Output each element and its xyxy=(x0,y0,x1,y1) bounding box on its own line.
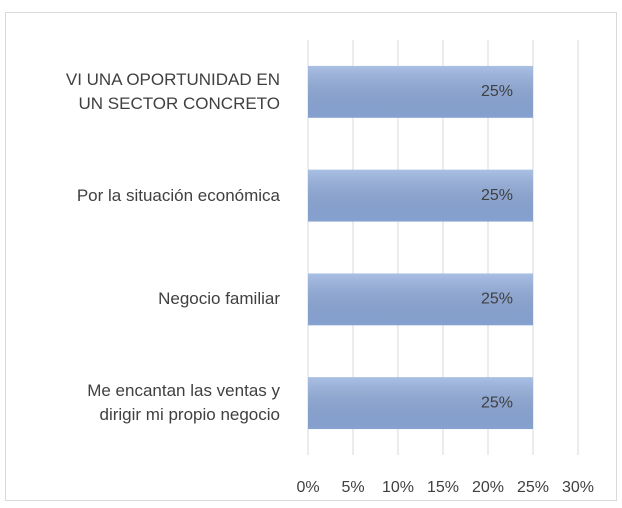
x-tick-label: 0% xyxy=(296,479,319,496)
x-tick-label: 5% xyxy=(341,479,364,496)
x-tick-label: 20% xyxy=(472,479,504,496)
x-tick-label: 10% xyxy=(382,479,414,496)
value-label: 25% xyxy=(481,83,513,100)
category-label: Negocio familiar xyxy=(158,289,280,309)
category-label: Me encantan las ventas y dirigir mi prop… xyxy=(87,381,280,425)
value-label: 25% xyxy=(481,187,513,204)
x-tick-label: 25% xyxy=(517,479,549,496)
bar-shade xyxy=(308,377,533,430)
value-label: 25% xyxy=(481,394,513,411)
bar-shade xyxy=(308,273,533,326)
bar-shade xyxy=(308,65,533,118)
category-label: Por la situación económica xyxy=(76,185,280,205)
bar-shade xyxy=(308,169,533,222)
value-label: 25% xyxy=(481,291,513,308)
x-tick-label: 30% xyxy=(562,479,594,496)
category-label: VI UNA OPORTUNIDAD EN UN SECTOR CONCRETO xyxy=(65,69,280,113)
x-tick-label: 15% xyxy=(427,479,459,496)
